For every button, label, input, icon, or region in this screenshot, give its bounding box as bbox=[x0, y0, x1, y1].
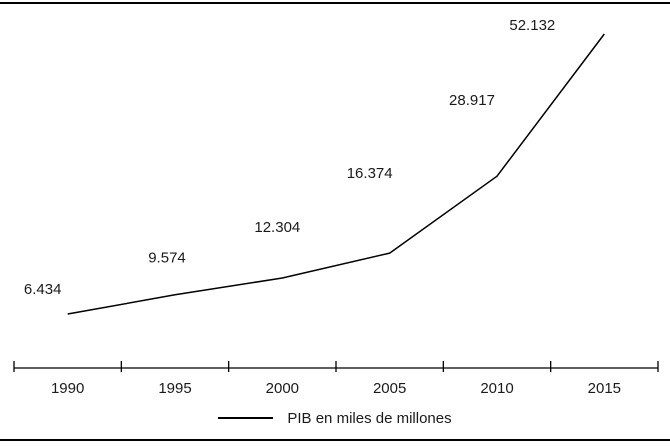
legend-line-swatch bbox=[218, 417, 274, 419]
data-point-label: 9.574 bbox=[148, 250, 186, 267]
frame-rule-bottom bbox=[0, 439, 670, 441]
frame-rule-top bbox=[0, 2, 670, 4]
data-point-label: 52.132 bbox=[509, 17, 555, 34]
x-tick-label: 1995 bbox=[158, 380, 191, 397]
pib-line-series bbox=[67, 33, 605, 315]
x-tick-label: 1990 bbox=[51, 380, 84, 397]
legend-label: PIB en miles de millones bbox=[287, 409, 452, 427]
legend: PIB en miles de millones bbox=[0, 409, 670, 427]
x-tick-label: 2000 bbox=[266, 380, 299, 397]
x-tick-label: 2015 bbox=[588, 380, 621, 397]
x-tick-label: 2005 bbox=[373, 380, 406, 397]
x-tick-label: 2010 bbox=[480, 380, 513, 397]
data-point-label: 16.374 bbox=[347, 165, 393, 182]
data-point-label: 6.434 bbox=[24, 281, 62, 298]
data-point-label: 12.304 bbox=[254, 219, 300, 236]
data-point-label: 28.917 bbox=[449, 92, 495, 109]
